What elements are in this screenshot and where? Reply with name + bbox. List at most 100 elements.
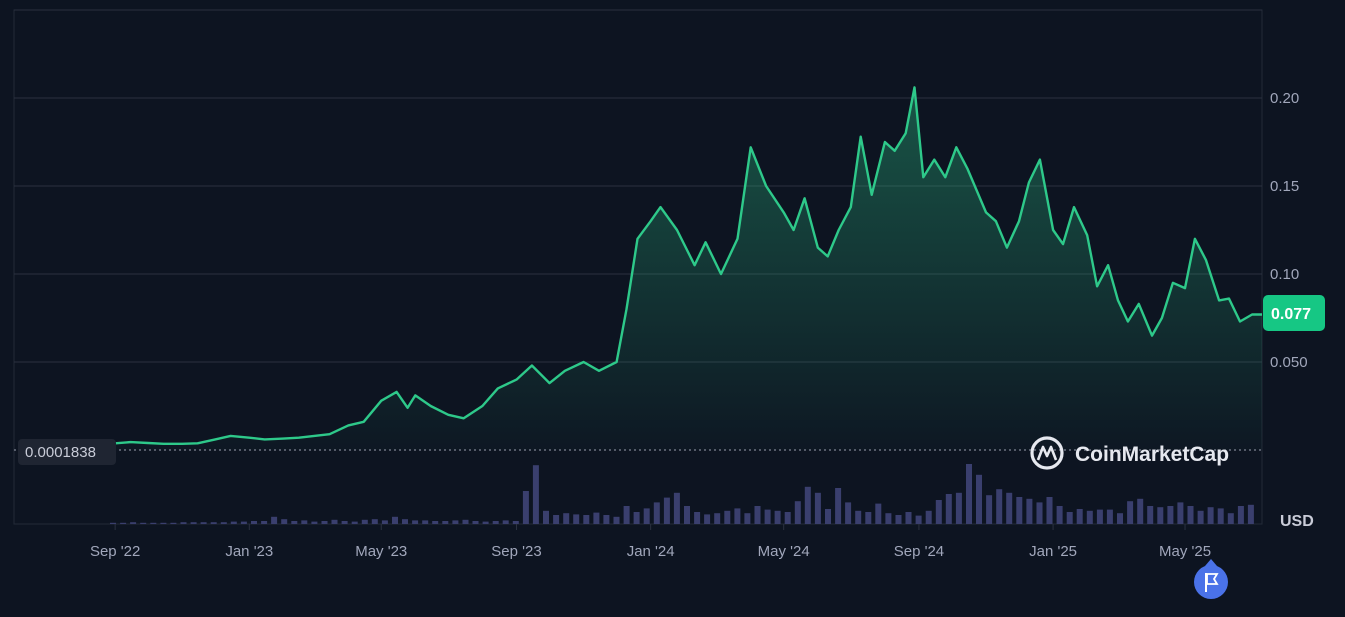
x-axis: Sep '22 Jan '23 May '23 Sep '23 Jan '24 May '… [90,524,1211,560]
volume-bar [271,516,278,524]
volume-bar [845,502,852,524]
volume-bar [814,492,821,524]
volume-bar [794,501,801,524]
volume-bar [694,512,701,524]
volume-bar [361,519,368,524]
volume-bar [1086,510,1093,524]
volume-bar [281,519,288,524]
volume-bar [331,519,338,524]
y-tick-label: 0.10 [1270,266,1299,283]
volume-bar [744,513,751,524]
volume-bar [170,522,177,524]
volume-bar [996,489,1003,524]
volume-bar [966,464,972,524]
volume-bar [492,521,499,524]
coinmarketcap-wordmark: CoinMarketCap [1075,443,1229,466]
volume-bar [110,522,116,524]
y-tick-label: 0.20 [1270,90,1299,107]
volume-bar [522,491,529,524]
volume-bar [230,521,237,524]
x-tick-label: Jan '24 [627,543,675,560]
volume-bar [543,510,549,524]
volume-bar [935,500,942,524]
volume-bar [583,515,590,524]
x-tick-label: Sep '23 [491,543,541,560]
volume-bar [905,512,912,524]
volume-bar [442,521,449,524]
volume-bar [573,514,580,524]
volume-bar [855,510,862,524]
volume-bar [301,520,308,524]
volume-bar [220,522,227,524]
volume-bar [1137,498,1144,524]
flag-icon[interactable] [1194,559,1228,599]
volume-bar [1046,497,1053,524]
volume-bar [774,510,781,524]
volume-bar [1207,507,1214,524]
coinmarketcap-logo-icon [1030,436,1064,470]
volume-bar [623,506,630,524]
volume-bar [1026,498,1033,524]
volume-bar [724,510,731,524]
volume-bar [291,521,298,524]
volume-bar [1117,513,1123,524]
volume-bar [613,516,620,524]
volume-bar [1076,509,1083,524]
volume-bar [1157,507,1164,524]
volume-bar [200,522,207,524]
volume-bar [130,522,137,524]
volume-bar [643,508,650,524]
volume-bar [885,513,892,524]
volume-bar [986,495,993,524]
volume-bar [1096,509,1103,524]
y-tick-label: 0.15 [1270,178,1299,195]
volume-bar [673,492,680,524]
volume-bar [251,521,257,524]
coinmarketcap-watermark: CoinMarketCap [1030,436,1229,470]
x-tick-label: May '24 [758,543,810,560]
volume-bar [311,521,318,524]
volume-bar [532,465,539,524]
y-tick-label: 0.050 [1270,354,1308,371]
price-line[interactable] [81,86,1262,447]
volume-bar [1006,492,1013,524]
x-tick-label: Jan '23 [225,543,273,560]
volume-bar [663,497,670,524]
volume-bar [341,521,348,524]
volume-bar [381,520,388,524]
x-tick-label: May '23 [355,543,407,560]
volume-bar [1106,509,1113,524]
volume-bar [1217,508,1224,524]
volume-bar [462,519,469,524]
volume-bar [482,521,489,524]
volume-bar [371,519,378,524]
volume-bar [764,509,771,524]
volume-bar [351,521,358,524]
volume-bar [714,513,721,524]
volume-bar [925,510,932,524]
volume-bar [553,515,560,524]
volume-bar [240,521,247,524]
volume-bar [976,474,982,524]
volume-bar [865,512,872,524]
volume-bar [754,506,761,524]
volume-bar [432,521,439,524]
volume-bar [1147,506,1154,524]
volume-bar [1177,502,1184,524]
volume-bar [563,513,570,524]
currency-label: USD [1280,513,1314,530]
volume-bar [422,520,429,524]
volume-bar [1247,504,1254,524]
volume-bar [512,521,519,524]
volume-bar [261,521,268,524]
volume-bar [875,503,882,524]
volume-bar [603,515,610,524]
volume-bar [1036,502,1043,524]
volume-bar [1167,506,1174,524]
volume-bar [784,512,791,524]
volume-bar [825,509,831,524]
price-area-fill [81,87,1263,451]
x-tick-label: Jan '25 [1029,543,1077,560]
volume-bar [210,522,217,524]
